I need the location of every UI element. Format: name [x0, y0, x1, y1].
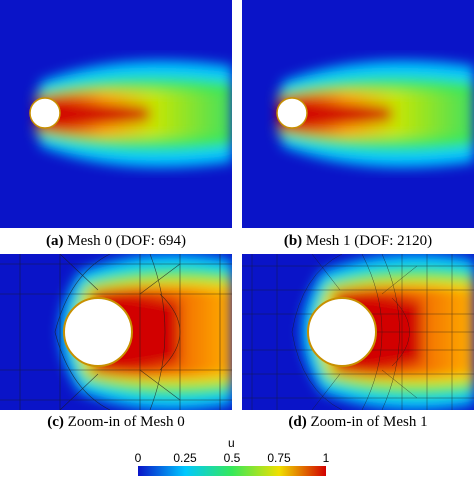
- panel-c-plot: [0, 254, 232, 410]
- colorbar-tick-2: 0.5: [223, 451, 241, 465]
- caption-c-text: Zoom-in of Mesh 0: [67, 414, 185, 430]
- caption-d-text: Zoom-in of Mesh 1: [310, 414, 428, 430]
- colorbar-tick-4: 1: [322, 451, 330, 465]
- panel-b-plot: [242, 0, 474, 228]
- caption-b: (b) Mesh 1 (DOF: 2120): [242, 233, 474, 250]
- caption-d-letter: (d): [288, 414, 307, 430]
- caption-a: (a) Mesh 0 (DOF: 694): [0, 233, 232, 250]
- colorbar-gradient: [138, 466, 326, 476]
- caption-b-text: Mesh 1 (DOF: 2120): [305, 233, 433, 249]
- caption-a-letter: (a): [46, 233, 64, 249]
- caption-c-letter: (c): [47, 414, 64, 430]
- caption-b-letter: (b): [283, 233, 303, 249]
- panel-d-plot: [242, 254, 474, 410]
- caption-a-text: Mesh 0 (DOF: 694): [67, 233, 186, 249]
- colorbar-tick-3: 0.75: [267, 451, 291, 465]
- colorbar-title: u: [228, 436, 235, 450]
- panel-a-plot: [0, 0, 232, 228]
- caption-c: (c) Zoom-in of Mesh 0: [0, 414, 232, 431]
- caption-d: (d) Zoom-in of Mesh 1: [242, 414, 474, 431]
- colorbar-tick-1: 0.25: [173, 451, 197, 465]
- colorbar-tick-0: 0: [134, 451, 142, 465]
